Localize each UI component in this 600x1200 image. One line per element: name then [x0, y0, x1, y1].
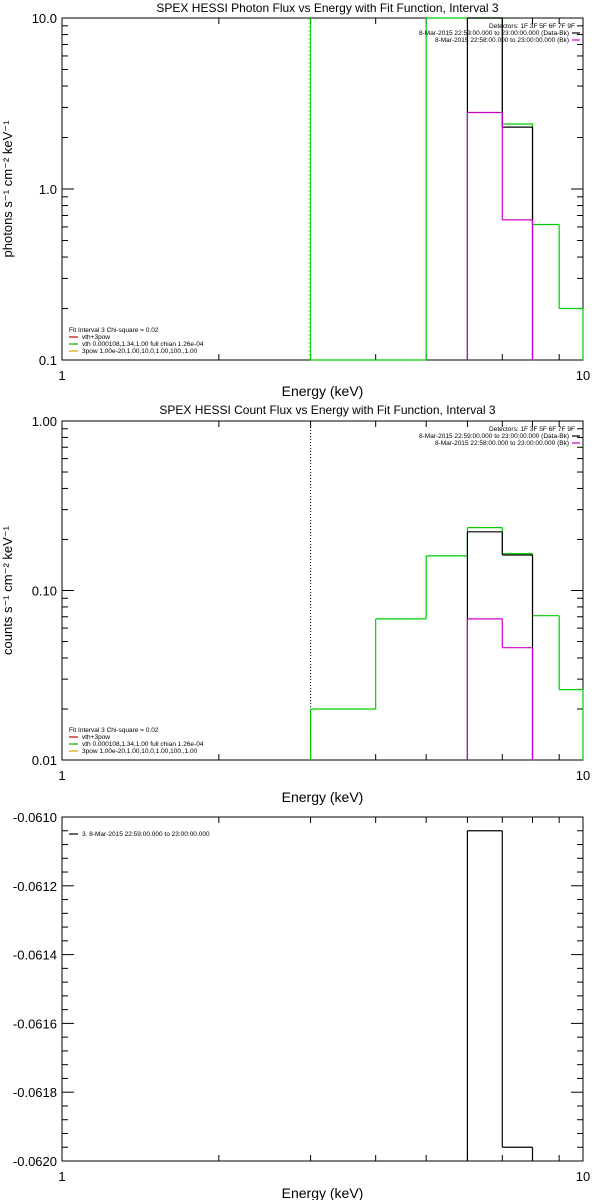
x-axis-label: Energy (keV)	[282, 1185, 364, 1200]
legend-entry: 8-Mar-2015 22:59:00.000 to 23:00:00.000 …	[419, 30, 569, 37]
x-tick-label: 1	[58, 368, 65, 383]
legend-entry: vth+3pow	[82, 734, 110, 741]
x-tick-label: 1	[58, 1169, 65, 1184]
x-tick-label: 10	[576, 768, 590, 783]
x-axis-label: Energy (keV)	[282, 789, 364, 805]
legend-entry: 3pow 1.00e-20,1.00,10.0,1.00,100.,1.00	[82, 748, 198, 755]
y-tick-label: 1.00	[32, 414, 57, 429]
legend-entry: 3. 8-Mar-2015 22:59:00.000 to 23:00:00.0…	[82, 831, 210, 838]
legend-entry: Detectors: 1F 3F 5F 6F 7F 9F	[489, 426, 575, 433]
y-tick-label: 0.10	[32, 584, 57, 599]
legend-entry: vth 0.000108,1.34,1.00 full chian 1.26e-…	[82, 741, 204, 748]
y-tick-label: 0.1	[39, 353, 57, 368]
y-tick-label: 0.01	[32, 753, 57, 768]
chart-title: SPEX HESSI Count Flux vs Energy with Fit…	[159, 403, 495, 417]
legend-entry: Detectors: 1F 3F 5F 6F 7F 9F	[489, 23, 575, 30]
legend-entry: 8-Mar-2015 22:58:00.000 to 23:00:00.000 …	[435, 440, 569, 447]
chart-title: SPEX HESSI Photon Flux vs Energy with Fi…	[156, 1, 498, 15]
y-tick-label: -0.0620	[13, 1154, 57, 1169]
legend-entry: vth+3pow	[82, 334, 110, 341]
y-axis-label: counts s⁻¹ cm⁻² keV⁻¹	[0, 525, 15, 655]
y-axis-label: photons s⁻¹ cm⁻² keV⁻¹	[0, 120, 15, 258]
x-tick-label: 10	[576, 368, 590, 383]
y-tick-label: 10.0	[32, 11, 57, 26]
y-tick-label: 1.0	[39, 182, 57, 197]
legend-entry: Fit Interval 3 Chi-square = 0.02	[69, 727, 159, 734]
legend-entry: vth 0.000108,1.34,1.00 full chian 1.26e-…	[82, 341, 204, 348]
chart-panel-3: Energy (keV) 1 10 -0.0610 -0.0612 -0.0614 -0.0…	[13, 810, 590, 1200]
y-tick-label: -0.0612	[13, 879, 57, 894]
legend-entry: 8-Mar-2015 22:58:00.000 to 23:00:00.000 …	[435, 37, 569, 44]
x-axis-label: Energy (keV)	[282, 383, 364, 399]
chart-panel-2: SPEX HESSI Count Flux vs Energy with Fit…	[0, 403, 590, 805]
y-tick-label: -0.0618	[13, 1085, 57, 1100]
plot-frame	[61, 816, 584, 1162]
legend-entry: 8-Mar-2015 22:59:00.000 to 23:00:00.000 …	[419, 433, 569, 440]
plot-frame	[61, 17, 584, 361]
y-tick-label: -0.0616	[13, 1016, 57, 1031]
legend-entry: 3pow 1.00e-20,1.00,10.0,1.00,100.,1.00	[82, 348, 198, 355]
legend-entry: Fit Interval 3 Chi-square = 0.02	[69, 327, 159, 334]
x-tick-label: 10	[576, 1169, 590, 1184]
y-tick-label: -0.0610	[13, 810, 57, 825]
chart-panel-1: SPEX HESSI Photon Flux vs Energy with Fi…	[0, 1, 590, 399]
y-tick-label: -0.0614	[13, 948, 57, 963]
x-tick-label: 1	[58, 768, 65, 783]
